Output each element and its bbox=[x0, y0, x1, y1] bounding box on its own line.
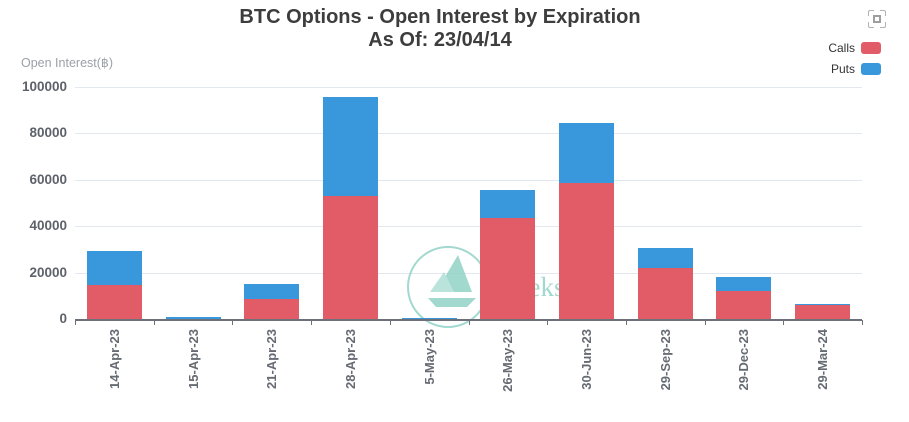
grid-line bbox=[75, 87, 862, 88]
bar-slot bbox=[311, 87, 390, 319]
bar-stack bbox=[716, 276, 772, 319]
axis-tick bbox=[704, 320, 706, 325]
x-axis-label: 15-Apr-23 bbox=[185, 329, 201, 389]
bar-puts-segment[interactable] bbox=[86, 250, 142, 286]
bar-stack bbox=[559, 122, 615, 319]
x-axis-labels: 14-Apr-23 15-Apr-23 21-Apr-23 28-Apr-23 5-Ma… bbox=[75, 329, 862, 392]
bar-puts-segment[interactable] bbox=[795, 304, 851, 306]
axis-tick bbox=[153, 320, 155, 325]
x-axis-label: 14-Apr-23 bbox=[106, 329, 122, 389]
axis-tick bbox=[75, 320, 76, 325]
fullscreen-icon-corner bbox=[868, 10, 874, 16]
axis-tick bbox=[389, 320, 391, 325]
x-axis-label: 21-Apr-23 bbox=[264, 329, 280, 389]
x-axis-cell: 29-Mar-24 bbox=[783, 329, 862, 392]
y-axis-label: 40000 bbox=[29, 218, 67, 234]
bar-slot bbox=[547, 87, 626, 319]
axis-tick bbox=[547, 320, 549, 325]
x-axis-cell: 28-Apr-23 bbox=[311, 329, 390, 392]
bar-slot bbox=[783, 87, 862, 319]
y-axis-label: 60000 bbox=[29, 171, 67, 187]
axis-tick bbox=[862, 320, 863, 325]
fullscreen-icon[interactable] bbox=[868, 10, 886, 28]
x-axis-cell: 29-Dec-23 bbox=[705, 329, 784, 392]
bar-slot bbox=[154, 87, 233, 319]
axis-tick bbox=[468, 320, 470, 325]
bar-stack bbox=[244, 283, 300, 319]
bar-calls-segment[interactable] bbox=[86, 285, 142, 319]
x-axis-label: 29-Sep-23 bbox=[657, 329, 673, 391]
x-axis-cell: 5-May-23 bbox=[390, 329, 469, 392]
plot-area: Greeks.live bbox=[75, 87, 863, 328]
bar-calls-segment[interactable] bbox=[322, 196, 378, 319]
bar-slot bbox=[626, 87, 705, 319]
x-axis-label: 30-Jun-23 bbox=[579, 329, 595, 390]
legend-item-calls[interactable]: Calls bbox=[828, 41, 881, 55]
x-axis-cell: 26-May-23 bbox=[469, 329, 548, 392]
x-axis-label: 29-Dec-23 bbox=[736, 329, 752, 391]
x-axis-cell: 29-Sep-23 bbox=[626, 329, 705, 392]
chart-title-block: BTC Options - Open Interest by Expiratio… bbox=[0, 6, 880, 51]
grid-line bbox=[75, 179, 862, 181]
x-axis-cell: 21-Apr-23 bbox=[232, 329, 311, 392]
grid-line bbox=[75, 133, 862, 135]
x-axis-label: 28-Apr-23 bbox=[342, 329, 358, 389]
fullscreen-icon-corner bbox=[880, 22, 886, 28]
y-axis-label: 0 bbox=[59, 311, 67, 326]
y-axis-label: 80000 bbox=[29, 125, 67, 141]
legend-swatch-puts bbox=[861, 63, 881, 75]
legend-label-calls: Calls bbox=[828, 41, 855, 55]
bar-puts-segment[interactable] bbox=[480, 190, 536, 219]
legend-label-puts: Puts bbox=[830, 62, 855, 76]
x-axis-label: 29-Mar-24 bbox=[815, 329, 831, 390]
bar-calls-segment[interactable] bbox=[795, 305, 851, 319]
bar-stack bbox=[322, 96, 378, 319]
x-axis-label: 26-May-23 bbox=[500, 329, 516, 392]
grid-line bbox=[75, 226, 862, 228]
bar-slot bbox=[469, 87, 548, 319]
bar-calls-segment[interactable] bbox=[244, 299, 300, 319]
bar-puts-segment[interactable] bbox=[637, 248, 693, 269]
chart-subtitle: As Of: 23/04/14 bbox=[368, 29, 512, 51]
bar-puts-segment[interactable] bbox=[559, 122, 615, 183]
bar-calls-segment[interactable] bbox=[559, 182, 615, 319]
bar-calls-segment[interactable] bbox=[480, 218, 536, 319]
legend: Calls Puts bbox=[828, 41, 881, 76]
bar-slot bbox=[705, 87, 784, 319]
y-axis-label: 100000 bbox=[21, 79, 67, 94]
bar-calls-segment[interactable] bbox=[716, 290, 772, 319]
bar-puts-segment[interactable] bbox=[165, 317, 221, 319]
fullscreen-icon-corner bbox=[868, 22, 874, 28]
bar-slot bbox=[390, 87, 469, 319]
y-axis-label: 20000 bbox=[29, 264, 67, 280]
bar-puts-segment[interactable] bbox=[716, 276, 772, 291]
bar-stack bbox=[637, 248, 693, 319]
x-axis-cell: 14-Apr-23 bbox=[75, 329, 154, 392]
legend-item-puts[interactable]: Puts bbox=[828, 62, 881, 76]
bar-slot bbox=[75, 87, 154, 319]
bar-stack bbox=[795, 304, 851, 319]
bar-puts-segment[interactable] bbox=[322, 96, 378, 197]
bar-stack bbox=[86, 250, 142, 319]
bar-calls-segment[interactable] bbox=[637, 268, 693, 319]
fullscreen-icon-corner bbox=[880, 10, 886, 16]
axis-tick bbox=[783, 320, 785, 325]
x-axis-cell: 30-Jun-23 bbox=[547, 329, 626, 392]
chart-title: BTC Options - Open Interest by Expiratio… bbox=[239, 6, 641, 28]
bar-slot bbox=[232, 87, 311, 319]
x-axis-label: 5-May-23 bbox=[421, 329, 437, 385]
legend-swatch-calls bbox=[861, 42, 881, 54]
bar-series bbox=[75, 87, 862, 319]
x-axis-cell: 15-Apr-23 bbox=[154, 329, 233, 392]
bar-stack bbox=[165, 317, 221, 319]
axis-tick bbox=[311, 320, 313, 325]
axis-tick bbox=[232, 320, 234, 325]
bar-stack bbox=[480, 190, 536, 319]
y-axis-labels: 0 20000 40000 60000 80000 100000 bbox=[0, 79, 67, 326]
bar-puts-segment[interactable] bbox=[244, 283, 300, 300]
fullscreen-icon-square bbox=[873, 15, 881, 23]
axis-tick bbox=[625, 320, 627, 325]
y-axis-name: Open Interest(฿) bbox=[21, 56, 114, 70]
